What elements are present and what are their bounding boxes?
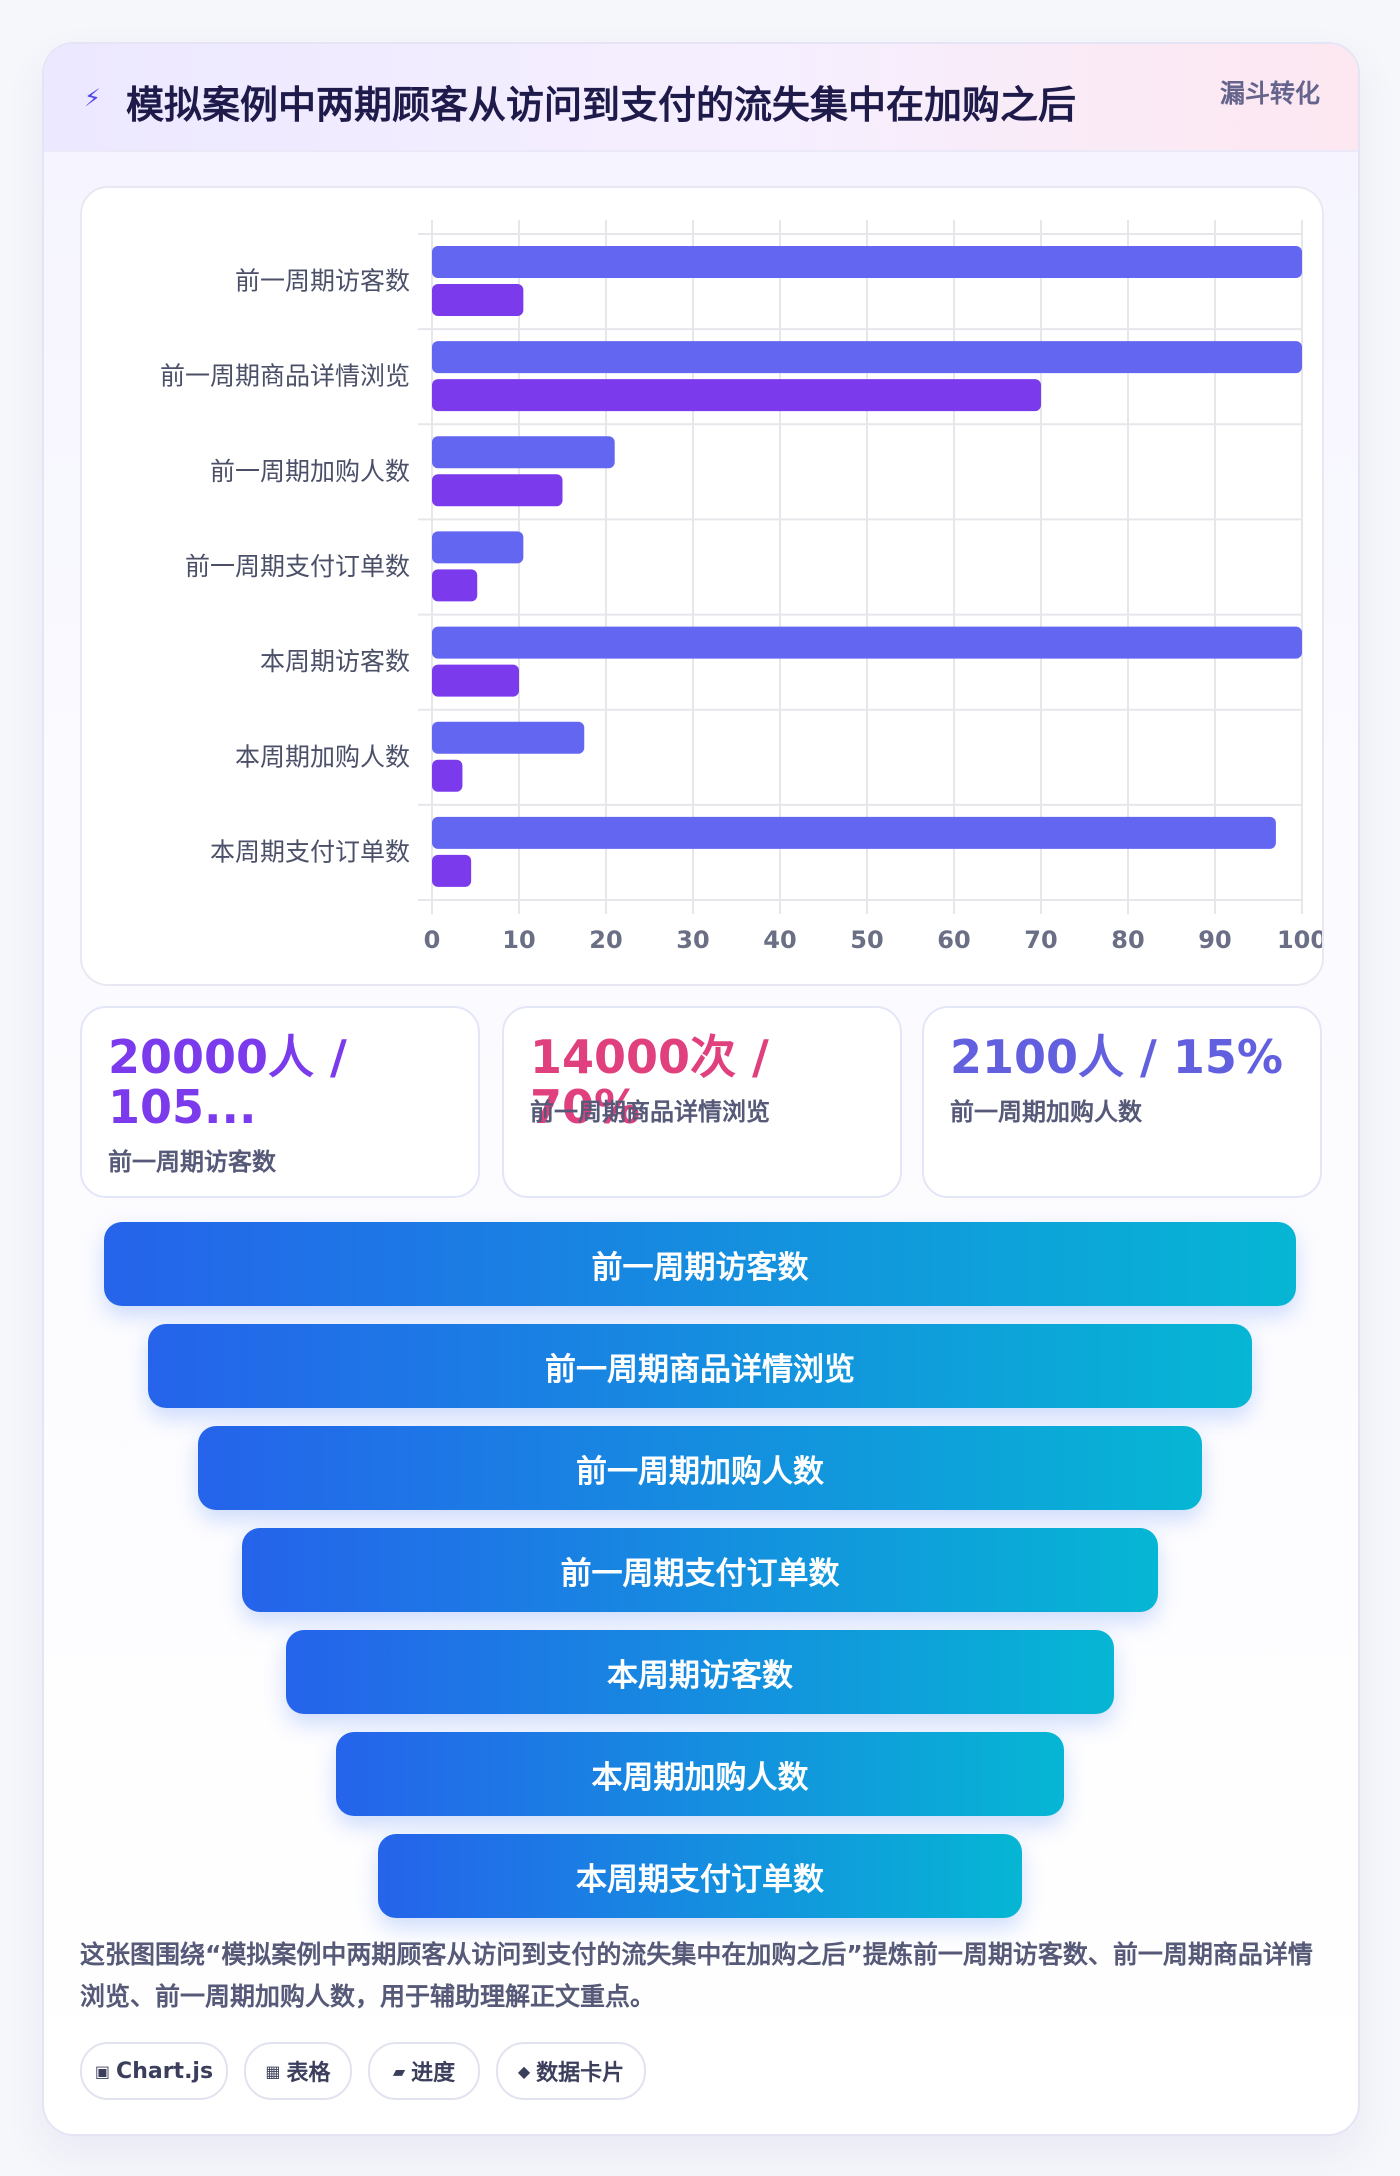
x-tick-label: 100	[1277, 926, 1322, 954]
stat-card-cart: 2100人 / 15% 前一周期加购人数	[922, 1006, 1322, 1198]
bar	[432, 284, 524, 316]
stat-value: 14000次 / 70%	[530, 1030, 769, 1134]
y-category-label: 本周期访客数	[260, 647, 410, 676]
bar	[432, 626, 1302, 659]
tag-label: 数据卡片	[536, 2061, 625, 2086]
tag-chip[interactable]: ▦ 表格	[244, 2042, 352, 2100]
x-tick-label: 20	[589, 926, 622, 954]
stat-label: 前一周期加购人数	[950, 1098, 1142, 1126]
tag-chip[interactable]: ◆ 数据卡片	[496, 2042, 646, 2100]
x-tick-label: 30	[676, 926, 709, 954]
main-card: ⚡ 模拟案例中两期顾客从访问到支付的流失集中在加购之后 漏斗转化 0 10 20 30…	[42, 42, 1360, 2136]
bar	[432, 341, 1302, 374]
funnel-step: 本周期支付订单数	[378, 1834, 1022, 1918]
lightning-icon: ⚡	[84, 84, 101, 112]
bar	[432, 531, 524, 564]
funnel-step: 本周期加购人数	[336, 1732, 1064, 1816]
x-tick-label: 60	[937, 926, 970, 954]
bar	[432, 436, 615, 469]
stat-label: 前一周期访客数	[108, 1148, 276, 1176]
bar	[432, 759, 463, 792]
funnel-step: 前一周期支付订单数	[242, 1528, 1158, 1612]
x-tick-label: 80	[1111, 926, 1144, 954]
table-icon: ▦	[265, 2061, 281, 2081]
y-category-label: 本周期支付订单数	[210, 837, 410, 866]
y-category-label: 前一周期加购人数	[210, 457, 410, 486]
y-category-label: 本周期加购人数	[235, 742, 410, 771]
stat-card-visitors: 20000人 / 105... 前一周期访客数	[80, 1006, 480, 1198]
funnel-step: 本周期访客数	[286, 1630, 1114, 1714]
y-category-label: 前一周期商品详情浏览	[160, 362, 410, 391]
x-tick-label: 40	[763, 926, 796, 954]
y-category-label: 前一周期访客数	[235, 267, 410, 296]
tag-label: Chart.js	[116, 2058, 214, 2084]
chart-description: 这张图围绕“模拟案例中两期顾客从访问到支付的流失集中在加购之后”提炼前一周期访客…	[80, 1940, 1313, 2011]
bar	[432, 854, 472, 887]
card-icon: ◆	[517, 2061, 531, 2081]
page-title: 模拟案例中两期顾客从访问到支付的流失集中在加购之后	[126, 83, 1077, 127]
chart-icon: ▣	[94, 2061, 111, 2081]
bar	[432, 474, 563, 507]
bar	[432, 816, 1276, 849]
progress-icon: ▰	[392, 2061, 406, 2081]
tag-chip[interactable]: ▰ 进度	[368, 2042, 480, 2100]
tag-label: 进度	[411, 2061, 456, 2086]
tag-label: 表格	[286, 2061, 331, 2086]
stat-value: 20000人 / 105...	[108, 1030, 347, 1134]
x-tick-label: 90	[1198, 926, 1231, 954]
bar	[432, 569, 478, 602]
funnel-step: 前一周期加购人数	[198, 1426, 1202, 1510]
x-tick-label: 0	[424, 926, 441, 954]
stat-label: 前一周期商品详情浏览	[530, 1098, 770, 1126]
bar	[432, 246, 1302, 278]
bar	[432, 664, 519, 697]
card-header: ⚡ 模拟案例中两期顾客从访问到支付的流失集中在加购之后 漏斗转化	[44, 44, 1358, 152]
bar-chart: 0 10 20 30 40 50 60 70 80 90 100 前一周期访客数前一周期商品详情浏览前…	[160, 220, 1322, 954]
category-badge: 漏斗转化	[1219, 79, 1320, 108]
stat-value: 2100人 / 15%	[950, 1030, 1283, 1084]
x-tick-label: 10	[502, 926, 535, 954]
funnel-step: 前一周期访客数	[104, 1222, 1296, 1306]
x-tick-label: 70	[1024, 926, 1057, 954]
bar-chart-panel: 0 10 20 30 40 50 60 70 80 90 100 前一周期访客数前一周期商品详情浏览前…	[80, 186, 1324, 986]
y-category-label: 前一周期支付订单数	[185, 552, 410, 581]
bar	[432, 379, 1041, 412]
tag-chip[interactable]: ▣ Chart.js	[80, 2042, 228, 2100]
x-tick-label: 50	[850, 926, 883, 954]
bar	[432, 721, 585, 754]
funnel-step: 前一周期商品详情浏览	[148, 1324, 1252, 1408]
stat-card-views: 14000次 / 70% 前一周期商品详情浏览	[502, 1006, 902, 1198]
